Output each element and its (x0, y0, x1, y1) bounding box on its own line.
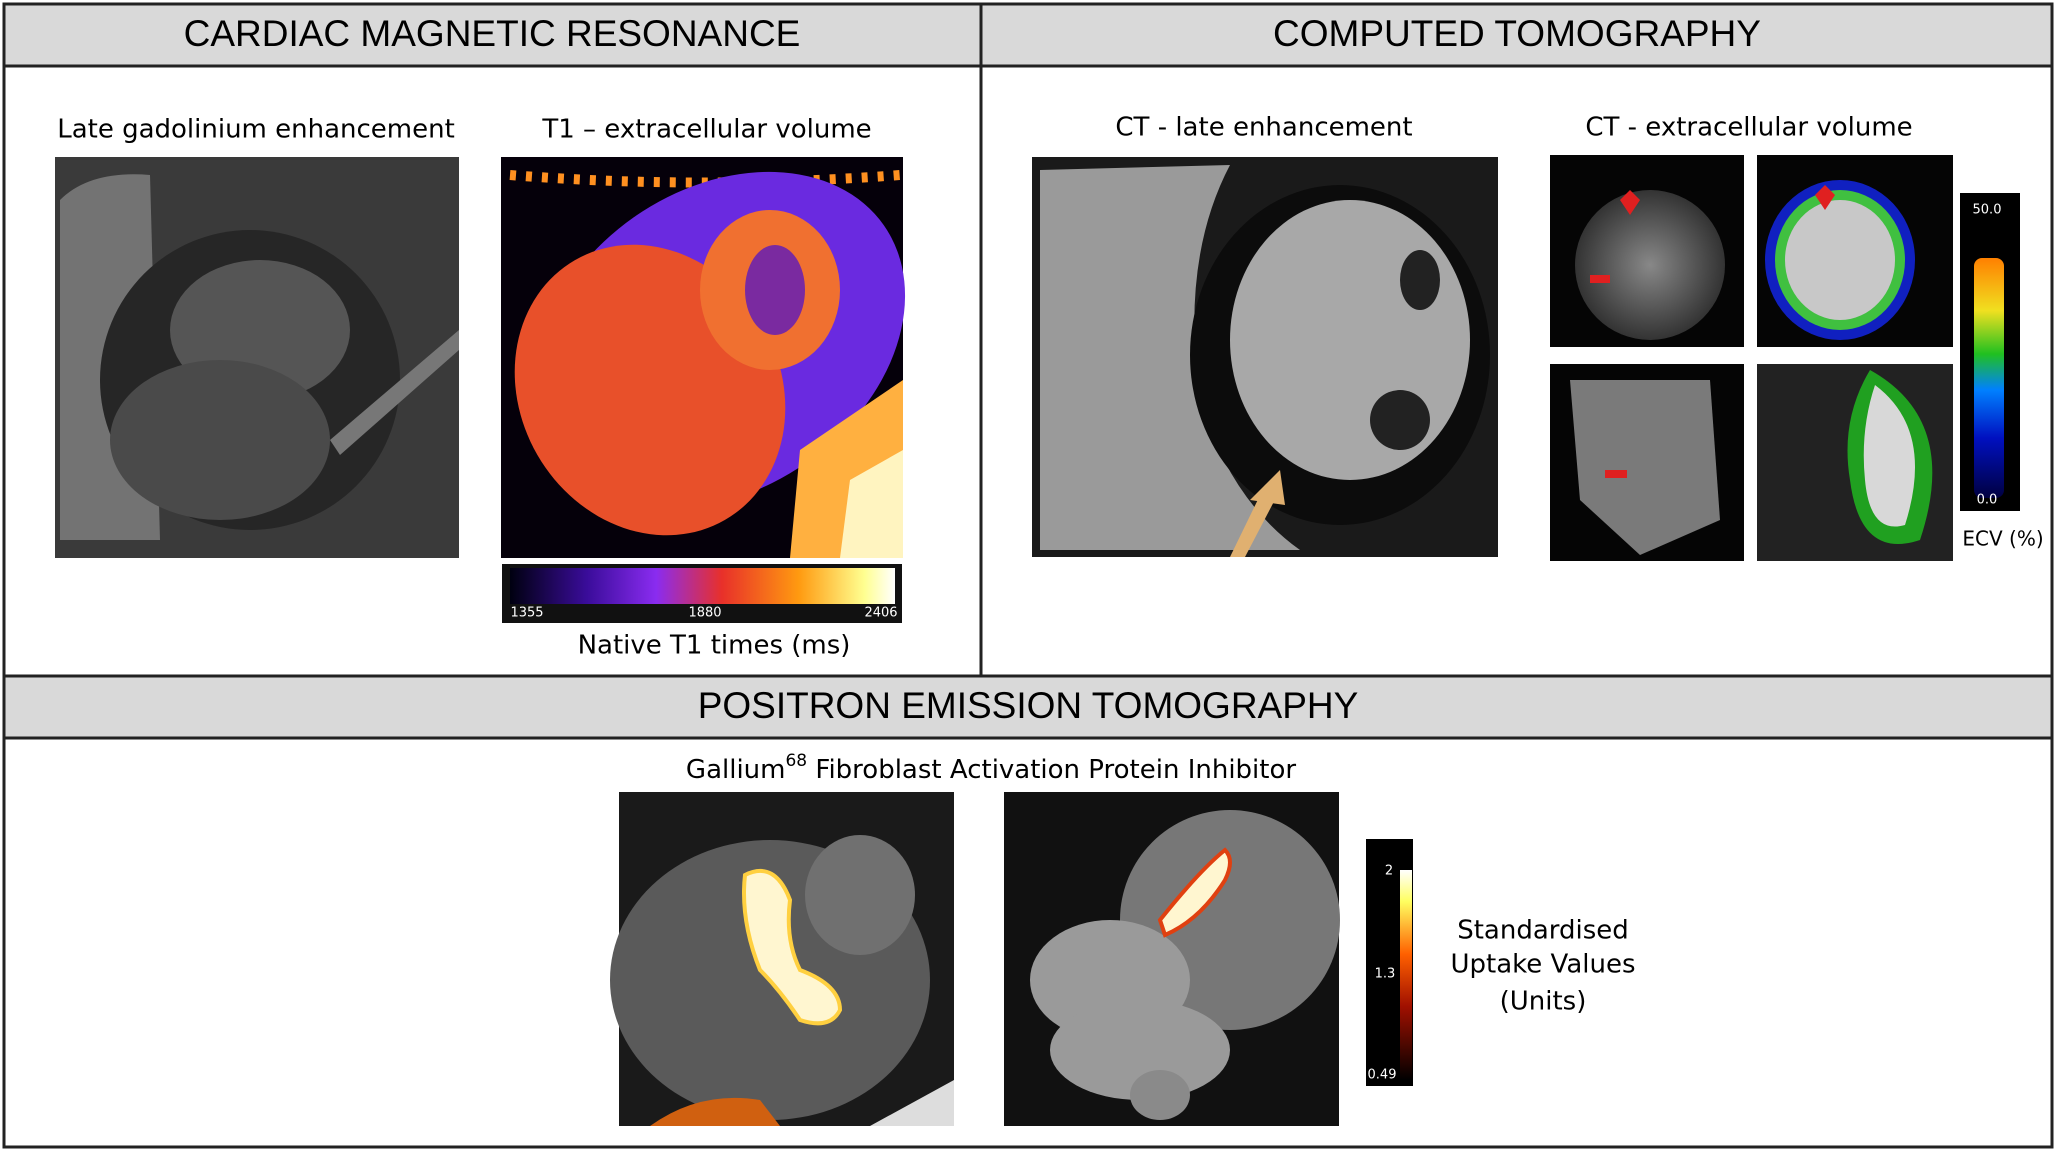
colorbar-caption: Uptake Values (1451, 950, 1636, 980)
suv-colorbar (1366, 839, 1413, 1086)
panel-label: Gallium68 Fibroblast Activation Protein … (686, 751, 1296, 785)
lge-image (55, 157, 459, 558)
colorbar-tick: 0.0 (1977, 493, 1998, 508)
header-bar (2, 2, 2054, 68)
t1-map-image (501, 157, 906, 558)
ecv-colorbar (1960, 193, 2020, 511)
section-title: COMPUTED TOMOGRAPHY (1273, 13, 1761, 54)
subtitle-text: Gallium (686, 755, 786, 785)
ct-ecv-images (1550, 155, 1953, 561)
panel-label: CT - late enhancement (1115, 113, 1412, 143)
colorbar-tick: 1355 (510, 606, 543, 621)
panel-label: Late gadolinium enhancement (57, 115, 455, 145)
colorbar-tick: 1880 (688, 606, 721, 621)
colorbar-caption: Standardised (1457, 916, 1629, 946)
colorbar-tick: 2406 (864, 606, 897, 621)
panel-label: T1 – extracellular volume (541, 115, 871, 145)
subtitle-text: Fibroblast Activation Protein Inhibitor (807, 755, 1296, 785)
colorbar-caption: ECV (%) (1962, 527, 2043, 551)
panel-label: CT - extracellular volume (1585, 113, 1912, 143)
colorbar-caption: Native T1 times (ms) (578, 631, 851, 661)
pet-image (610, 792, 954, 1126)
section-title: POSITRON EMISSION TOMOGRAPHY (698, 685, 1359, 726)
colorbar-tick: 50.0 (1973, 203, 2002, 218)
ct-le-image (1032, 157, 1498, 557)
colorbar-tick: 0.49 (1368, 1068, 1397, 1083)
subtitle-superscript: 68 (785, 751, 807, 771)
colorbar-tick: 1.3 (1375, 967, 1396, 982)
header-bar (2, 674, 2054, 740)
t1-colorbar (502, 564, 902, 623)
colorbar-caption: (Units) (1500, 987, 1587, 1017)
pet-image (1004, 792, 1340, 1126)
section-title: CARDIAC MAGNETIC RESONANCE (184, 13, 801, 54)
colorbar-tick: 2 (1385, 864, 1393, 879)
